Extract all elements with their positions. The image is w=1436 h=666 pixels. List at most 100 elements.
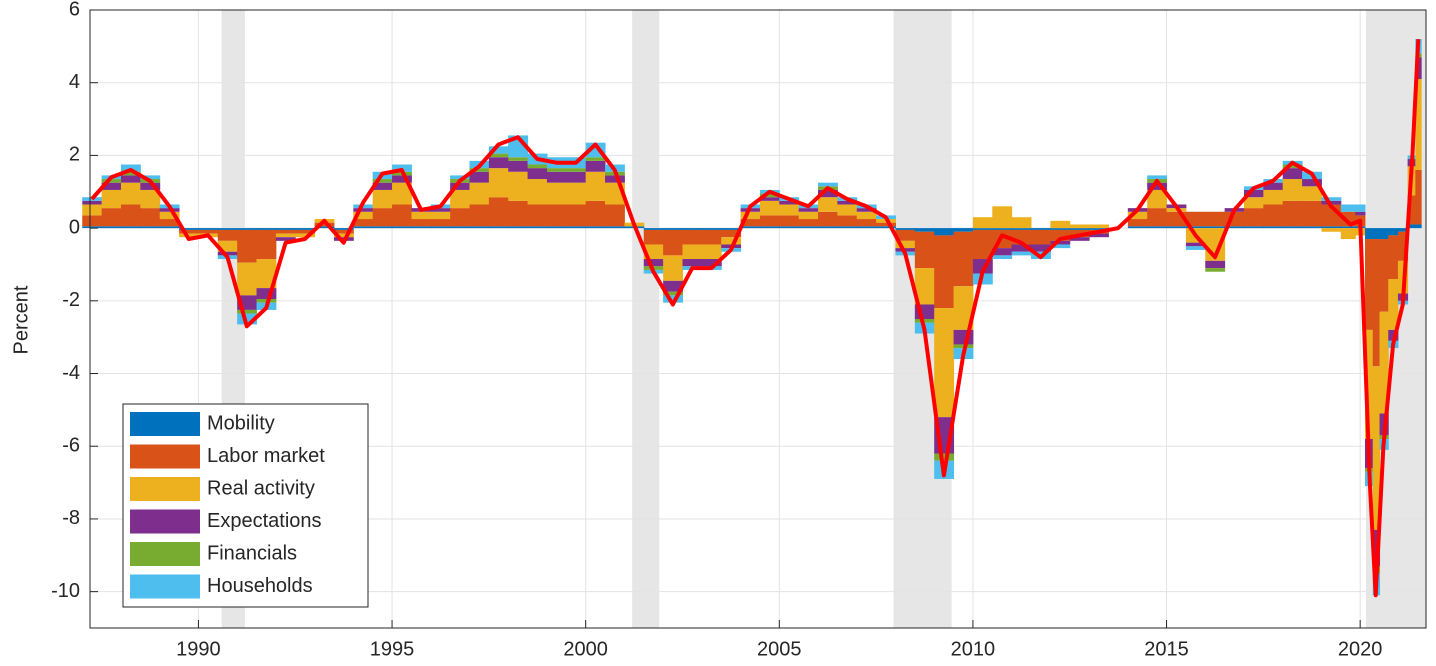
bar-segment — [82, 226, 103, 229]
bar-segment — [1147, 189, 1168, 209]
bar-segment — [179, 229, 199, 234]
bar-segment — [566, 171, 587, 183]
bar-segment — [856, 226, 877, 229]
bar-segment — [585, 200, 606, 227]
bar-segment — [1302, 200, 1322, 227]
bar-segment — [914, 231, 935, 269]
y-tick-label: -6 — [62, 435, 80, 457]
bar-segment — [1166, 226, 1187, 229]
bar-segment — [1050, 229, 1071, 241]
bar-segment — [1302, 226, 1322, 229]
bar-segment — [818, 226, 838, 229]
bar-segment — [450, 189, 471, 209]
legend-label: Expectations — [207, 510, 322, 532]
bar-segment — [488, 146, 509, 154]
bar-segment — [818, 197, 838, 212]
bar-segment — [198, 229, 219, 234]
legend-label: Labor market — [207, 445, 325, 467]
bar-segment — [140, 189, 161, 209]
bar-segment — [1185, 226, 1206, 229]
bar-segment — [469, 182, 490, 205]
bar-segment — [1031, 228, 1051, 230]
bar-segment — [1415, 224, 1422, 229]
bar-segment — [392, 204, 412, 227]
bar-segment — [101, 208, 122, 227]
bar-segment — [953, 286, 974, 330]
bar-segment — [1321, 197, 1342, 201]
bar-segment — [876, 222, 896, 227]
bar-segment — [237, 229, 258, 263]
bar-segment — [1050, 240, 1071, 245]
bar-segment — [411, 211, 432, 220]
bar-segment — [488, 153, 509, 158]
bar-segment — [392, 182, 412, 205]
bar-segment — [1011, 228, 1032, 230]
bar-segment — [663, 295, 683, 303]
bar-segment — [140, 208, 161, 227]
bar-segment — [1321, 228, 1342, 232]
bar-segment — [1379, 228, 1389, 240]
bar-segment — [120, 204, 141, 227]
bar-segment — [1365, 239, 1374, 330]
plot-frame — [89, 9, 1427, 629]
bar-segment — [1031, 244, 1051, 252]
bar-segment — [914, 319, 935, 323]
bar-segment — [237, 228, 258, 230]
bar-segment — [1205, 226, 1226, 229]
bar-segment — [1089, 233, 1109, 238]
bar-segment — [275, 229, 296, 234]
bar-segment — [934, 228, 955, 236]
bar-segment — [353, 219, 374, 227]
y-tick-label: 4 — [69, 71, 80, 93]
bar-segment — [527, 204, 548, 227]
bar-segment — [546, 226, 567, 229]
bar-segment — [217, 228, 238, 230]
bar-segment — [701, 229, 722, 245]
bar-segment — [1050, 228, 1071, 230]
bar-segment — [82, 200, 103, 205]
bar-segment — [1321, 200, 1342, 205]
bar-segment — [546, 171, 567, 183]
bar-segment — [295, 228, 316, 230]
bar-segment — [372, 189, 393, 209]
bar-segment — [779, 204, 800, 216]
bar-segment — [934, 235, 955, 309]
bar-segment — [992, 255, 1013, 260]
bar-segment — [759, 215, 780, 227]
bar-segment — [1263, 204, 1284, 227]
x-tick-label: 1990 — [176, 638, 221, 660]
bar-segment — [895, 228, 916, 230]
bar-segment — [856, 211, 877, 220]
bar-segment — [721, 229, 742, 238]
bar-segment — [1282, 179, 1303, 201]
bar-segment — [818, 182, 838, 187]
bar-segment — [101, 182, 122, 190]
legend-swatch — [130, 412, 200, 436]
bar-segment — [1127, 211, 1148, 220]
bar-segment — [1340, 228, 1356, 240]
bar-segment — [333, 229, 354, 234]
bar-segment — [1379, 239, 1389, 312]
bar-segment — [1415, 79, 1422, 170]
bar-segment — [1407, 224, 1416, 229]
bar-segment — [721, 237, 742, 245]
bar-segment — [159, 211, 180, 220]
bar-segment — [1069, 237, 1090, 241]
bar-segment — [605, 175, 625, 183]
bar-segment — [159, 219, 180, 227]
bar-segment — [237, 313, 258, 325]
bar-segment — [1031, 229, 1051, 245]
bar-segment — [701, 244, 722, 260]
bar-segment — [1147, 182, 1168, 190]
bar-segment — [1355, 211, 1366, 216]
bar-segment — [837, 215, 858, 227]
bar-segment — [759, 197, 780, 201]
bar-segment — [1263, 189, 1284, 205]
bar-segment — [1282, 164, 1303, 169]
bar-segment — [1388, 228, 1399, 236]
bar-segment — [314, 226, 335, 229]
bar-segment — [469, 226, 490, 229]
bar-segment — [818, 189, 838, 198]
bar-segment — [101, 189, 122, 209]
bar-segment — [585, 226, 606, 229]
